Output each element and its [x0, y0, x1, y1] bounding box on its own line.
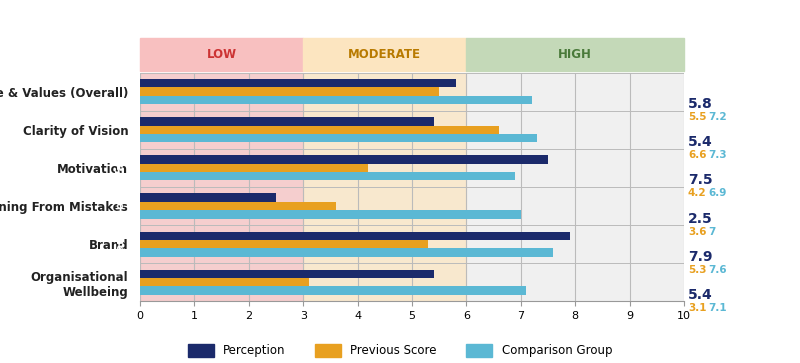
Text: 5.5: 5.5	[688, 112, 706, 122]
Text: 7.1: 7.1	[708, 303, 726, 313]
Bar	[140, 87, 439, 96]
Text: Organisational Values: Organisational Values	[116, 138, 126, 274]
Bar	[140, 164, 369, 172]
Text: 6.6: 6.6	[688, 150, 706, 160]
Bar	[466, 38, 684, 71]
Text: MODERATE: MODERATE	[348, 48, 422, 61]
Bar	[303, 38, 466, 71]
Bar	[140, 73, 303, 301]
Text: 2.5: 2.5	[688, 212, 713, 225]
Bar	[140, 38, 303, 71]
Bar	[140, 240, 428, 248]
Text: 7.3: 7.3	[708, 150, 726, 160]
Text: 3.6: 3.6	[688, 227, 706, 237]
Bar	[140, 193, 276, 202]
Text: 7.5: 7.5	[688, 174, 713, 187]
Bar	[140, 270, 434, 278]
Bar	[140, 210, 521, 219]
Text: 5.3: 5.3	[688, 265, 706, 275]
Legend: Perception, Previous Score, Comparison Group: Perception, Previous Score, Comparison G…	[188, 344, 612, 357]
Bar	[140, 172, 515, 180]
Text: 7.6: 7.6	[708, 265, 726, 275]
Bar	[140, 155, 548, 164]
Bar	[140, 232, 570, 240]
Text: 5.4: 5.4	[688, 135, 713, 149]
Bar	[140, 286, 526, 295]
Text: 7.2: 7.2	[708, 112, 726, 122]
Text: 6.9: 6.9	[708, 188, 726, 199]
Bar	[140, 96, 532, 104]
Bar	[140, 126, 499, 134]
Bar	[140, 248, 554, 257]
Text: 7.9: 7.9	[688, 250, 713, 264]
Text: HIGH: HIGH	[558, 48, 592, 61]
Text: LOW: LOW	[206, 48, 237, 61]
Text: 7: 7	[708, 227, 715, 237]
Bar	[140, 117, 434, 126]
Bar	[140, 134, 537, 142]
Text: 5.8: 5.8	[688, 97, 713, 111]
Text: 3.1: 3.1	[688, 303, 706, 313]
Bar	[303, 73, 466, 301]
Bar	[140, 202, 336, 210]
Text: 4.2: 4.2	[688, 188, 706, 199]
Bar	[140, 278, 309, 286]
Bar	[140, 79, 455, 87]
Text: 5.4: 5.4	[688, 288, 713, 302]
